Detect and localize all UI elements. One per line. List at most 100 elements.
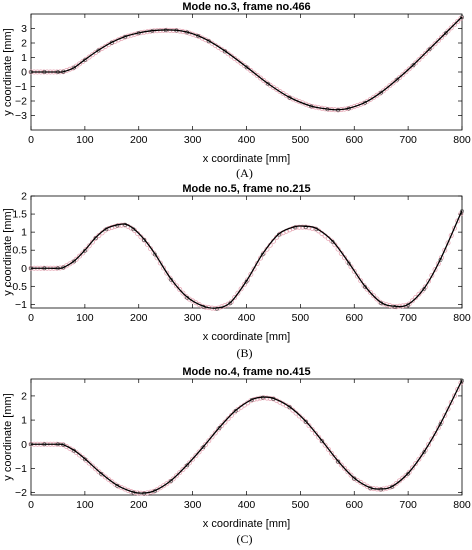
measured-point (335, 459, 341, 465)
x-tick-label: 200 (130, 134, 148, 146)
measured-point (416, 456, 422, 462)
measured-point (409, 298, 415, 304)
x-tick-label: 400 (238, 499, 256, 511)
measured-point (451, 225, 457, 231)
measured-point (261, 78, 267, 84)
measured-point (228, 412, 234, 418)
measured-point (435, 38, 441, 44)
fitted-curve (31, 16, 463, 111)
x-tick-label: 0 (28, 499, 34, 511)
measured-point (371, 293, 377, 299)
measured-point (319, 438, 325, 444)
x-tick-label: 0 (28, 312, 34, 324)
measured-series (28, 209, 464, 312)
x-tick-label: 300 (184, 312, 202, 324)
measured-point (300, 224, 306, 230)
plot-area-frame (30, 195, 463, 309)
measured-point (245, 277, 251, 283)
measured-point-dark (406, 471, 411, 476)
measured-point (177, 470, 183, 476)
measured-point (248, 271, 254, 277)
measured-point (387, 485, 393, 491)
measured-point (254, 73, 260, 79)
measured-point (238, 60, 244, 66)
measured-point-dark (185, 463, 190, 468)
measured-point (96, 469, 102, 475)
measured-point (138, 234, 144, 240)
measured-point-dark (244, 65, 249, 70)
measured-point-dark (233, 408, 238, 413)
measured-point (170, 279, 176, 285)
measured-point-dark (460, 378, 464, 383)
x-tick-label: 700 (399, 134, 417, 146)
measured-point (287, 404, 293, 410)
measured-point (109, 479, 115, 485)
measured-point-dark (460, 15, 464, 20)
measured-point-dark (201, 445, 206, 450)
measured-point (300, 416, 306, 422)
y-tick-label: −1 (15, 81, 27, 93)
measured-point (125, 487, 131, 493)
x-tick-label: 0 (28, 134, 34, 146)
y-axis-label: y coordinate [mm] (2, 28, 14, 115)
fitted-curve (31, 210, 463, 309)
x-tick-label: 600 (345, 499, 363, 511)
measured-point (177, 286, 183, 292)
x-tick-label: 500 (292, 134, 310, 146)
measured-point (432, 430, 438, 436)
x-tick-label: 100 (76, 499, 94, 511)
measured-point (180, 290, 186, 296)
measured-point (161, 265, 167, 271)
measured-point (322, 442, 328, 448)
measured-point (400, 72, 406, 78)
measured-point (209, 434, 215, 440)
measured-point (86, 243, 92, 249)
measured-point (397, 478, 403, 484)
measured-point (306, 225, 312, 231)
x-tick-label: 500 (292, 312, 310, 324)
measured-point (422, 447, 428, 453)
plot-area-frame (30, 13, 463, 131)
y-tick-label: −1 (15, 299, 27, 311)
measured-point (455, 386, 461, 392)
measured-point (154, 255, 160, 261)
measured-point-dark (72, 259, 77, 264)
measured-point (442, 412, 448, 418)
x-axis-label: x coordinate [mm] (203, 153, 290, 165)
measured-point (232, 295, 238, 301)
measured-point (387, 83, 393, 89)
measured-point (354, 273, 360, 279)
measured-point (76, 253, 82, 259)
chart-panel-2: Mode no.5, frame no.215 0 100 200 300 400 500 6… (2, 183, 471, 360)
measured-point (358, 278, 364, 284)
measured-point (225, 301, 231, 307)
fitted-curve (30, 379, 463, 494)
measured-point (264, 395, 270, 401)
y-tick-label: 1 (21, 52, 27, 64)
measured-point (93, 235, 99, 241)
measured-point-dark (443, 31, 448, 36)
x-tick-label: 100 (76, 134, 94, 146)
measured-point-dark (336, 459, 340, 464)
measured-point (439, 34, 445, 40)
measured-point-dark (303, 419, 308, 424)
measured-point (76, 61, 82, 67)
y-tick-label: 2 (21, 390, 27, 402)
measured-point-dark (427, 47, 432, 51)
measured-point (445, 28, 451, 34)
measured-point (164, 270, 170, 276)
measured-point (241, 282, 247, 288)
measured-point (119, 485, 125, 491)
measured-point (358, 101, 364, 107)
measured-series (28, 15, 464, 113)
measured-point (422, 50, 428, 56)
measured-point (351, 268, 357, 274)
measured-point (206, 438, 212, 444)
measured-point (416, 291, 422, 297)
y-tick-label: 2 (21, 191, 27, 203)
measured-point (413, 60, 419, 66)
measured-point (248, 68, 254, 74)
measured-point (429, 44, 435, 50)
measured-point (325, 446, 331, 452)
measured-point (170, 476, 176, 482)
